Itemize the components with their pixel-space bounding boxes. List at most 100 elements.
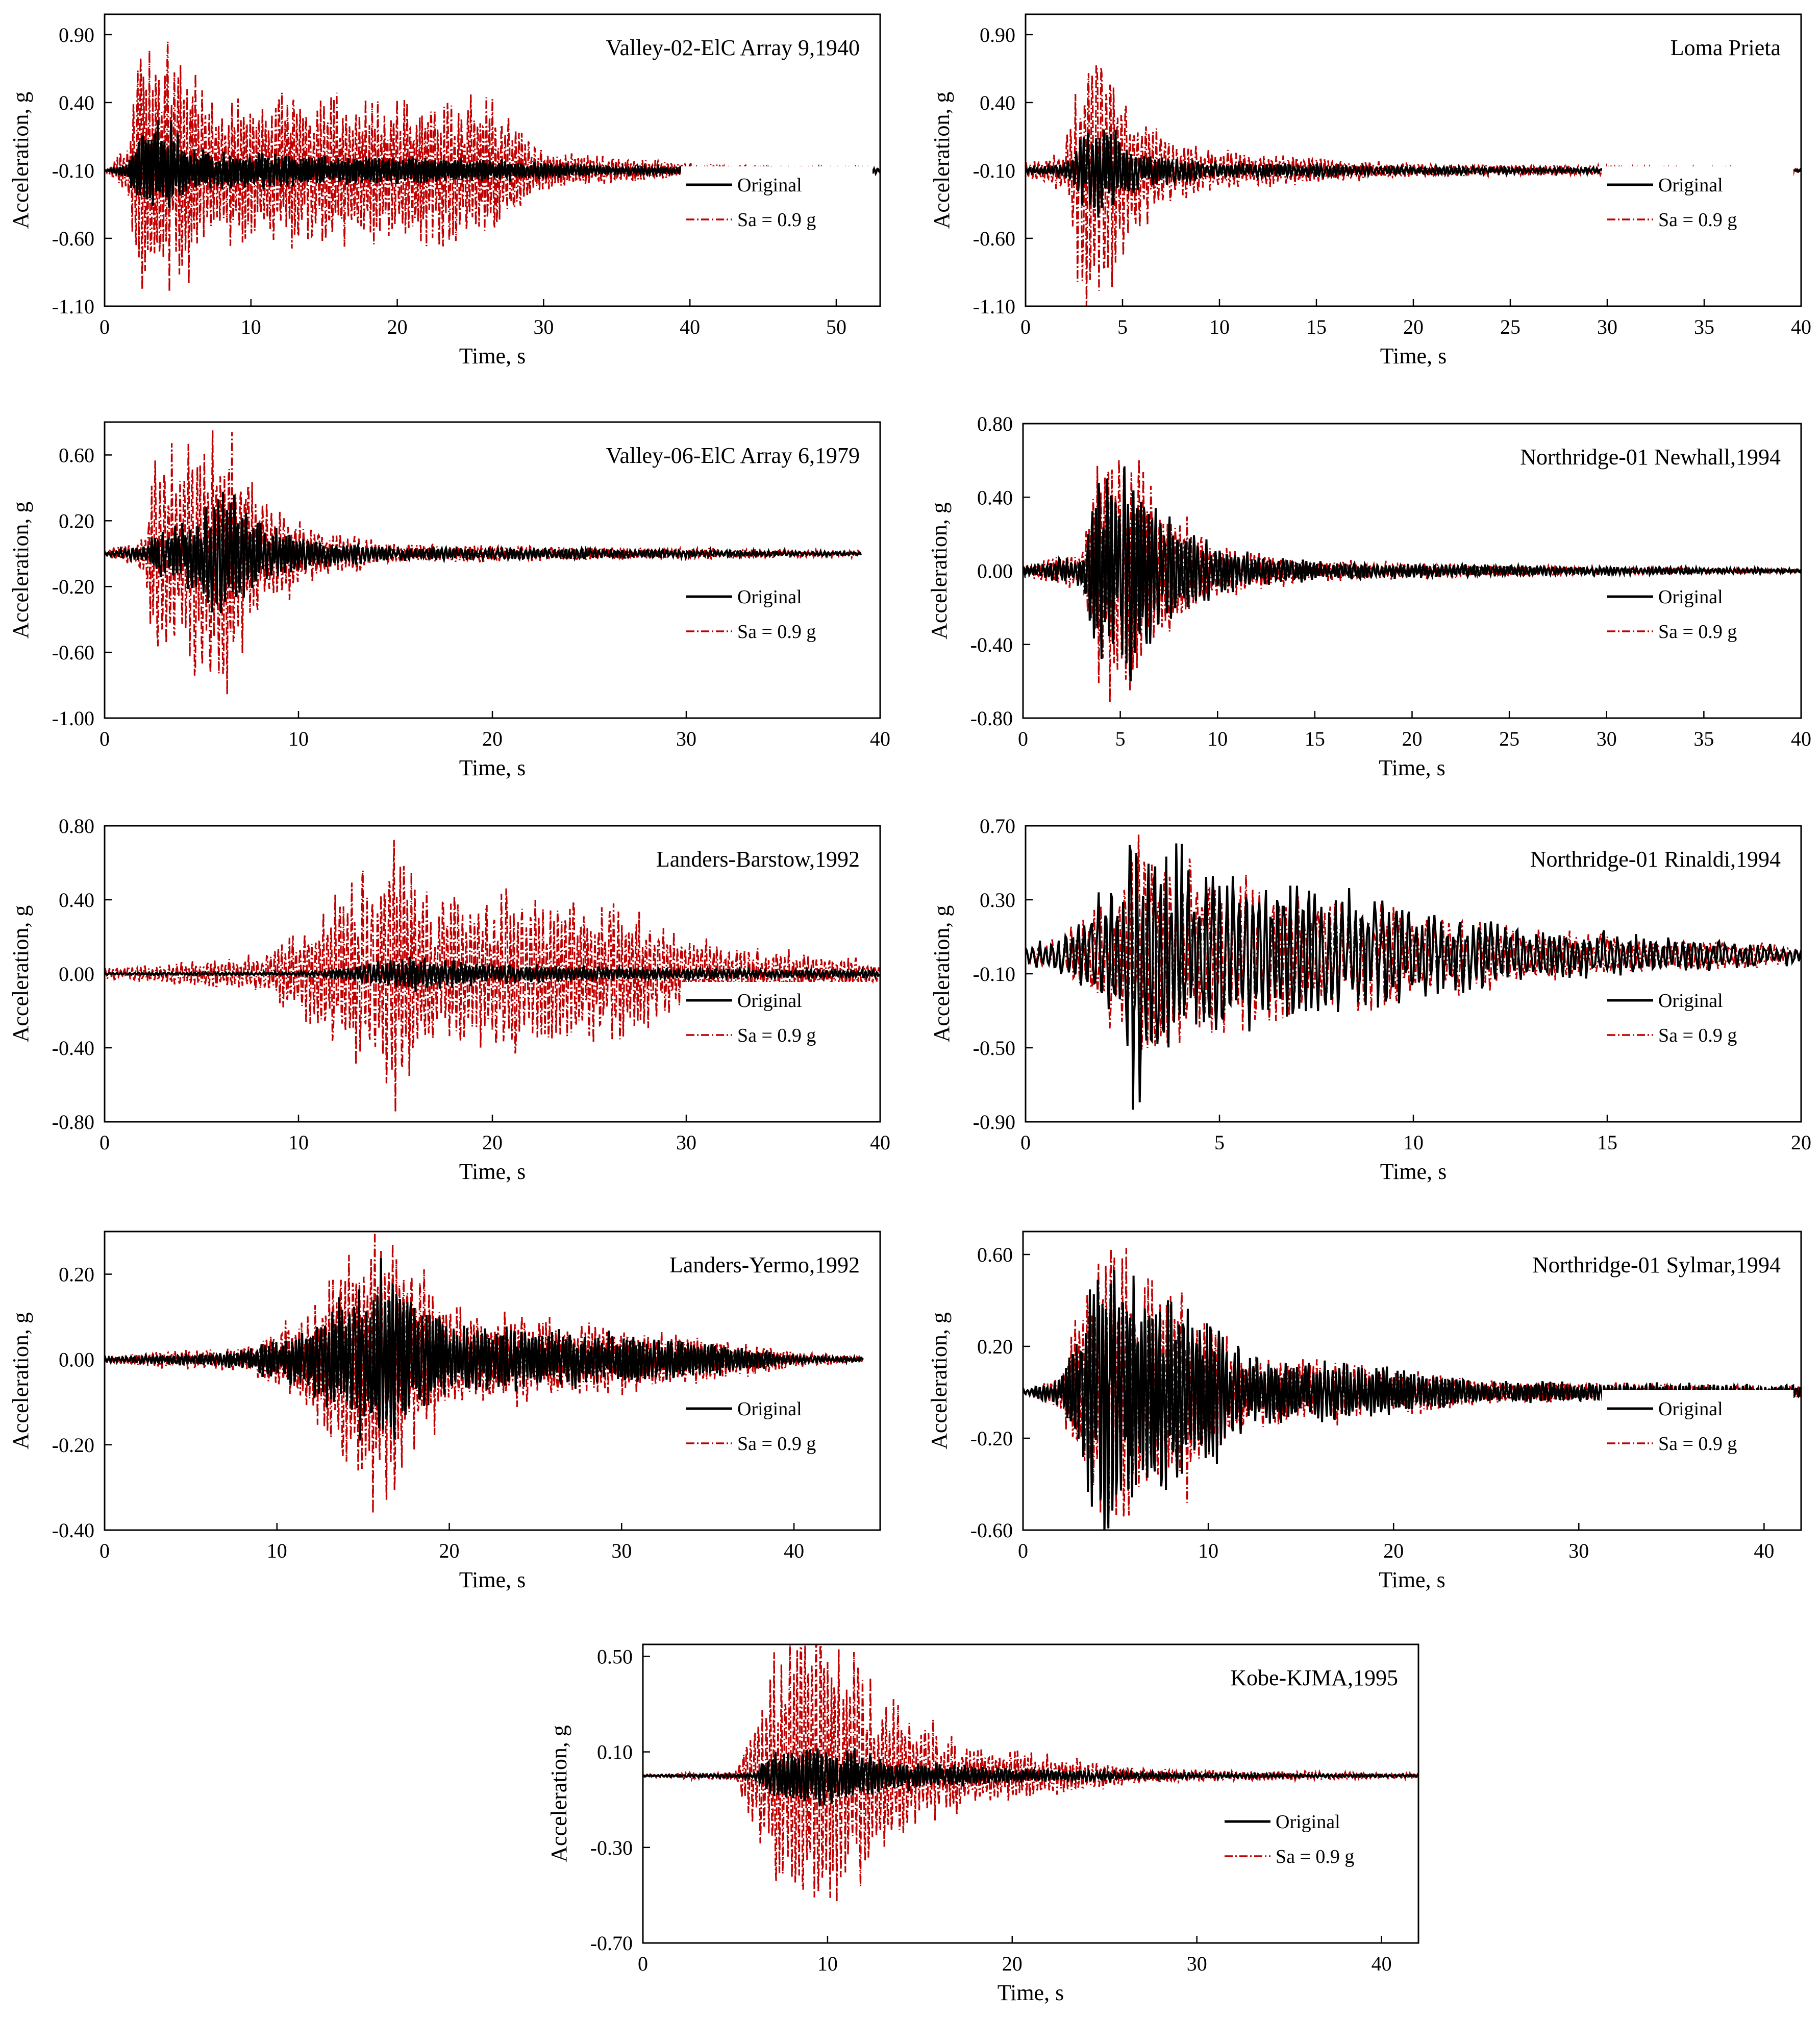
y-tick-label: 0.90: [59, 23, 94, 46]
x-tick-label: 40: [1754, 1539, 1774, 1562]
panel-title: Northridge-01 Newhall,1994: [1520, 445, 1781, 470]
legend-original-label: Original: [1658, 1398, 1723, 1420]
x-tick-label: 30: [676, 1131, 696, 1154]
x-tick-label: 30: [1187, 1952, 1207, 1975]
y-tick-label: 0.10: [597, 1741, 633, 1764]
y-axis-label: Acceleration, g: [8, 502, 33, 639]
x-axis-label: Time, s: [1379, 1567, 1445, 1592]
y-tick-label: -1.10: [52, 295, 94, 318]
chart-panel-8: 0.60 0.20 -0.20 -0.600 10 20 30 40 Time, s Accele…: [927, 1231, 1802, 1592]
y-tick-label: -0.30: [590, 1836, 633, 1859]
panel-title: Valley-06-ElC Array 6,1979: [606, 443, 860, 468]
y-tick-label: 0.20: [59, 509, 94, 532]
legend-original-label: Original: [737, 990, 802, 1012]
x-tick-label: 40: [784, 1539, 804, 1562]
x-tick-label: 20: [1383, 1539, 1404, 1562]
x-tick-label: 20: [387, 315, 408, 338]
y-tick-label: 0.90: [980, 23, 1015, 46]
x-tick-label: 10: [817, 1952, 838, 1975]
y-tick-label: 0.50: [597, 1645, 633, 1668]
y-axis-label: Acceleration, g: [927, 502, 952, 639]
panel-title: Valley-02-ElC Array 9,1940: [606, 35, 860, 60]
x-axis-label: Time, s: [459, 755, 526, 780]
y-tick-label: -0.90: [973, 1111, 1015, 1134]
panel-title: Kobe-KJMA,1995: [1230, 1665, 1398, 1690]
y-tick-label: -0.10: [52, 159, 94, 182]
x-tick-label: 5: [1115, 727, 1126, 750]
y-tick-label: 0.00: [977, 560, 1013, 583]
series-sa-0-9g-line: [105, 840, 880, 1112]
plot-frame: [1022, 1231, 1802, 1531]
y-tick-label: 0.60: [59, 444, 94, 466]
series-original-line: [105, 1258, 864, 1441]
x-tick-label: 5: [1214, 1131, 1225, 1154]
chart-panel-7: 0.20 0.00 -0.20 -0.400 10 20 30 40 Time, s Accele…: [8, 1231, 881, 1592]
y-tick-label: 0.30: [980, 889, 1015, 912]
y-axis-label: Acceleration, g: [927, 1312, 952, 1449]
x-tick-label: 15: [1597, 1131, 1617, 1154]
x-tick-label: 25: [1499, 727, 1519, 750]
x-tick-label: 30: [1597, 315, 1617, 338]
x-tick-label: 10: [1403, 1131, 1424, 1154]
legend-scaled-label: Sa = 0.9 g: [737, 209, 816, 231]
x-tick-label: 30: [1597, 727, 1617, 750]
y-axis-label: Acceleration, g: [929, 905, 954, 1043]
x-tick-label: 10: [1198, 1539, 1218, 1562]
plot-frame: [104, 13, 881, 307]
panel-title: Northridge-01 Rinaldi,1994: [1530, 847, 1781, 872]
legend-original-label: Original: [1276, 1811, 1340, 1833]
x-tick-label: 0: [1020, 1131, 1031, 1154]
y-tick-label: -0.70: [590, 1932, 633, 1955]
x-tick-label: 30: [676, 727, 696, 750]
panel-title: Landers-Barstow,1992: [656, 847, 860, 872]
y-axis-label: Acceleration, g: [546, 1725, 571, 1862]
x-axis-label: Time, s: [459, 343, 526, 368]
x-tick-label: 0: [1018, 1539, 1028, 1562]
y-tick-label: 0.00: [59, 1348, 94, 1371]
y-tick-label: -0.40: [52, 1519, 94, 1542]
x-tick-label: 40: [870, 727, 890, 750]
y-tick-label: -0.60: [52, 641, 94, 664]
plot-frame: [104, 1231, 881, 1531]
legend-scaled-label: Sa = 0.9 g: [737, 1025, 816, 1046]
legend-original-label: Original: [1658, 586, 1723, 608]
y-axis-label: Acceleration, g: [8, 1312, 33, 1449]
legend-scaled-label: Sa = 0.9 g: [1658, 209, 1737, 231]
y-tick-label: -0.40: [52, 1037, 94, 1060]
x-tick-label: 30: [533, 315, 554, 338]
chart-panel-1: 0.90 0.40 -0.10 -0.60 -1.100 10 20 30 40 50 Time, …: [8, 13, 881, 368]
x-tick-label: 15: [1305, 727, 1325, 750]
y-tick-label: 0.20: [59, 1263, 94, 1286]
y-tick-label: -0.10: [973, 963, 1015, 986]
series-original-line: [105, 956, 880, 992]
x-axis-label: Time, s: [1379, 755, 1445, 780]
x-tick-label: 10: [1209, 315, 1230, 338]
y-tick-label: -0.20: [52, 575, 94, 598]
panel-title: Loma Prieta: [1671, 35, 1781, 60]
y-tick-label: -0.60: [52, 227, 94, 250]
x-tick-label: 40: [870, 1131, 890, 1154]
legend-scaled-label: Sa = 0.9 g: [1276, 1846, 1354, 1867]
x-tick-label: 0: [638, 1952, 648, 1975]
x-tick-label: 25: [1500, 315, 1520, 338]
plot-frame: [642, 1643, 1419, 1944]
legend-original-label: Original: [1658, 990, 1723, 1012]
chart-panel-5: 0.80 0.40 0.00 -0.40 -0.800 10 20 30 40 Time, s Ac…: [8, 815, 890, 1184]
y-tick-label: 0.40: [59, 91, 94, 114]
x-tick-label: 0: [1018, 727, 1028, 750]
x-tick-label: 0: [99, 1131, 110, 1154]
x-tick-label: 40: [680, 315, 700, 338]
x-tick-label: 10: [267, 1539, 287, 1562]
series-original-line: [1023, 466, 1801, 681]
legend-scaled-label: Sa = 0.9 g: [1658, 1433, 1737, 1455]
x-tick-label: 20: [482, 727, 503, 750]
x-tick-label: 5: [1117, 315, 1128, 338]
y-tick-label: -0.20: [52, 1434, 94, 1457]
series-sa-0-9g-line: [105, 430, 861, 695]
panel-title: Northridge-01 Sylmar,1994: [1532, 1252, 1781, 1277]
x-tick-label: 20: [482, 1131, 503, 1154]
legend-scaled-label: Sa = 0.9 g: [737, 621, 816, 643]
chart-panel-2: 0.90 0.40 -0.10 -0.60 -1.100 5 10 15 20 25 30 35 40 T…: [929, 13, 1811, 368]
y-axis-label: Acceleration, g: [8, 92, 33, 229]
legend-original-label: Original: [737, 1398, 802, 1420]
